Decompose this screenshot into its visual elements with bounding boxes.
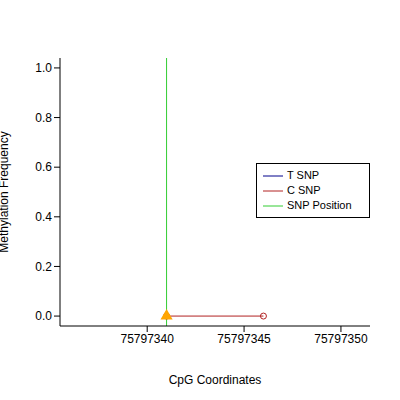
svg-text:1.0: 1.0 [35,61,52,75]
svg-text:0.6: 0.6 [35,160,52,174]
html-text:SNP Position: SNP Position [287,199,352,211]
svg-text:0.0: 0.0 [35,309,52,323]
svg-text:CpG Coordinates: CpG Coordinates [169,373,262,387]
svg-text:0.2: 0.2 [35,260,52,274]
svg-text:Methylation Frequency: Methylation Frequency [8,131,11,252]
svg-text:75797345: 75797345 [217,332,271,346]
html-text:C SNP: C SNP [287,184,321,196]
svg-text:0.8: 0.8 [35,111,52,125]
svg-text:75797340: 75797340 [120,332,174,346]
html-text:T SNP: T SNP [287,169,320,181]
svg-text:0.4: 0.4 [35,210,52,224]
svg-text:75797350: 75797350 [314,332,368,346]
